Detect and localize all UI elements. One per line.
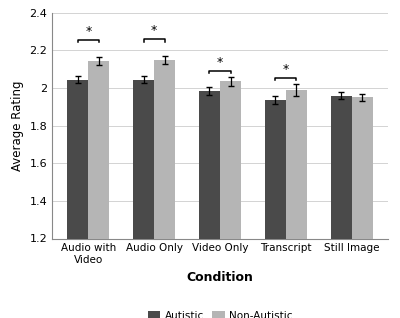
Bar bbox=[265, 100, 286, 238]
Bar bbox=[133, 80, 154, 238]
Legend: Autistic, Non-Autistic: Autistic, Non-Autistic bbox=[144, 307, 296, 318]
Text: *: * bbox=[283, 63, 289, 76]
Text: *: * bbox=[217, 56, 223, 69]
Text: *: * bbox=[151, 24, 157, 37]
Bar bbox=[220, 81, 241, 238]
Text: *: * bbox=[85, 25, 92, 38]
Bar bbox=[154, 60, 175, 238]
Bar bbox=[330, 95, 352, 238]
X-axis label: Condition: Condition bbox=[186, 271, 254, 284]
Bar bbox=[352, 97, 373, 238]
Y-axis label: Average Rating: Average Rating bbox=[11, 80, 24, 171]
Bar bbox=[67, 80, 88, 238]
Bar bbox=[199, 91, 220, 238]
Bar bbox=[286, 90, 307, 238]
Bar bbox=[88, 61, 110, 238]
